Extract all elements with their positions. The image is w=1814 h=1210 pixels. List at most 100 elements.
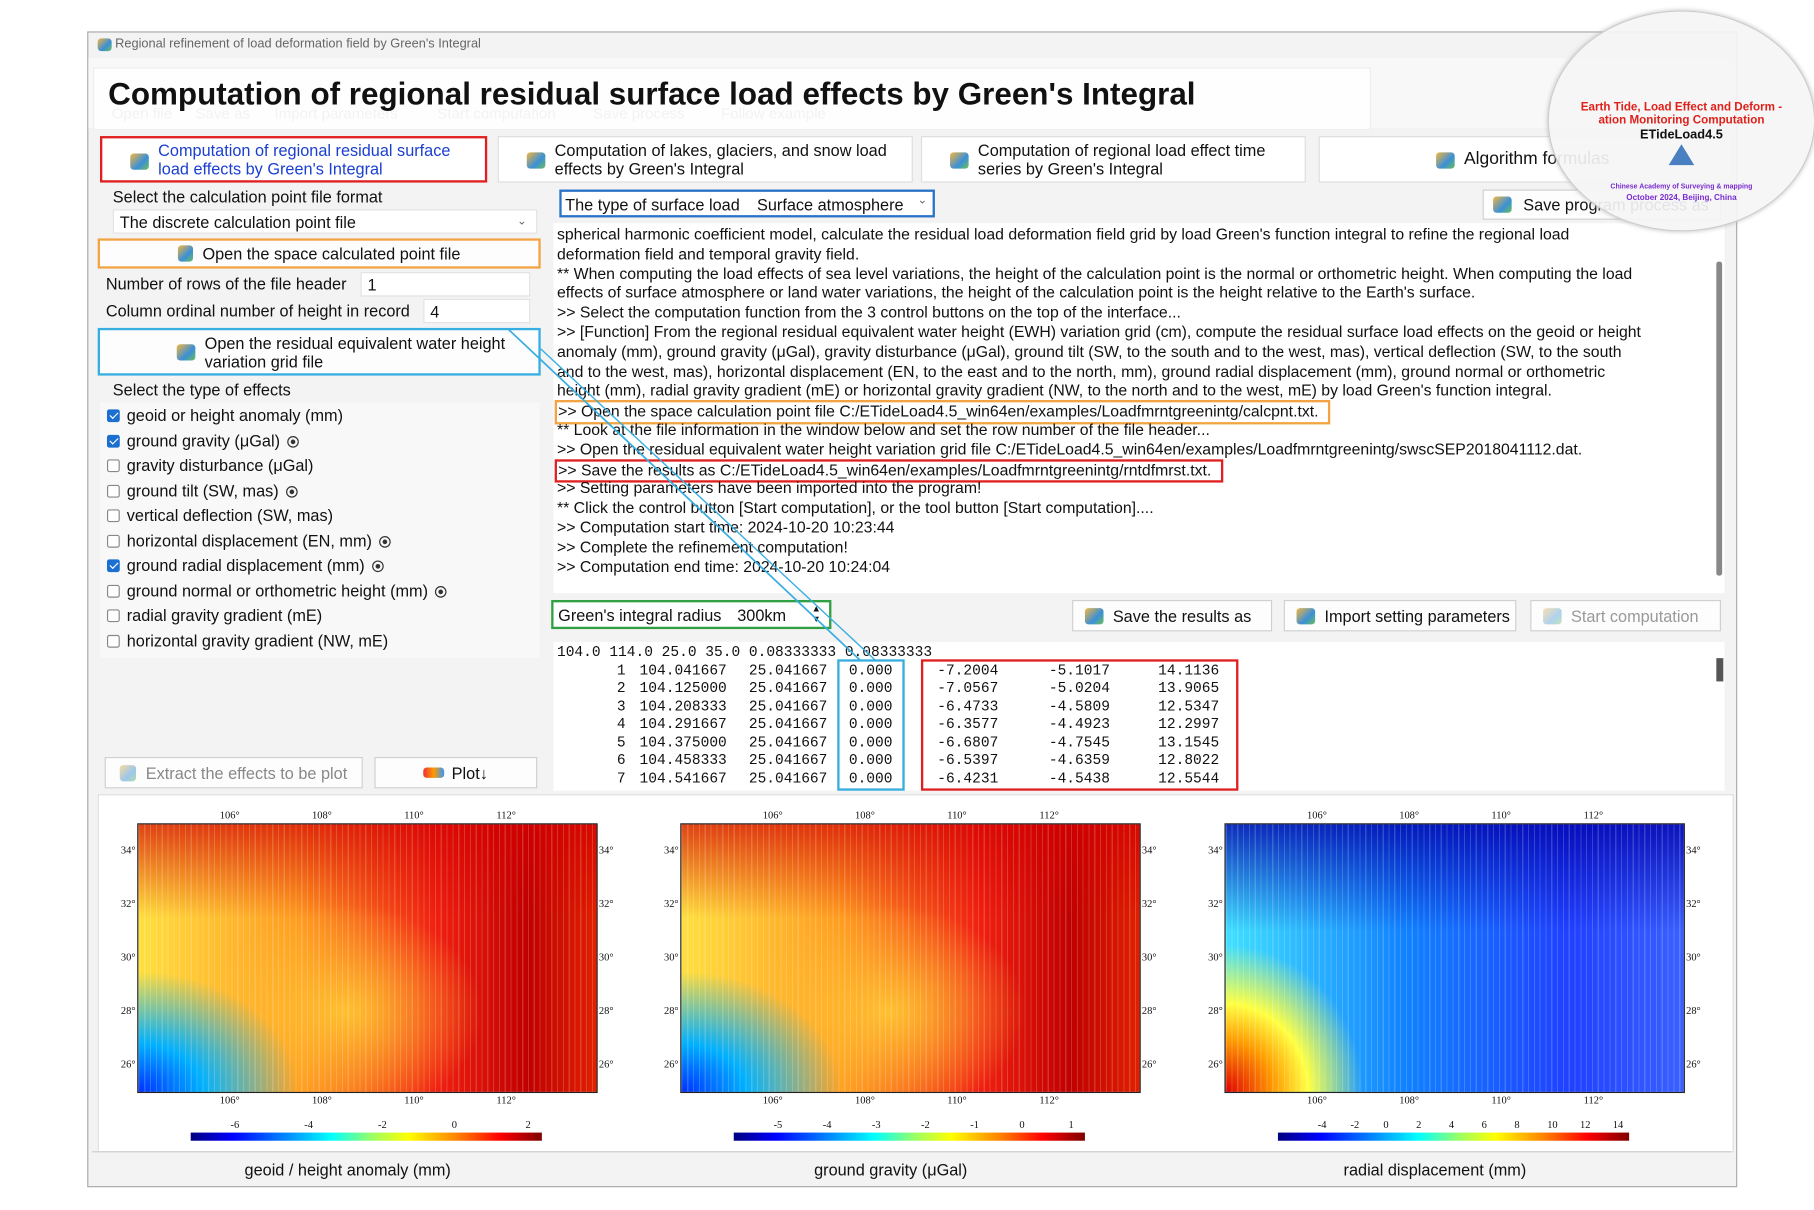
tab[interactable]: Computation of lakes, glaciers, and snow…	[497, 136, 913, 183]
radio-marker[interactable]	[286, 435, 299, 448]
lon-tick-label: 108°	[855, 809, 875, 821]
radio-marker[interactable]	[371, 560, 384, 573]
colorbar-label: 4	[1448, 1118, 1455, 1131]
button[interactable]: Open the space calculated point file	[97, 238, 541, 269]
tab[interactable]: Computation of regional load effect time…	[920, 136, 1306, 183]
table-cell: -6.4231	[937, 770, 999, 787]
label: Column ordinal number of height in recor…	[105, 301, 410, 320]
checkbox[interactable]	[106, 534, 120, 548]
colorbar-label: 10	[1547, 1118, 1558, 1131]
checkbox-label: geoid or height anomaly (mm)	[127, 406, 343, 425]
spinner: ▲ ▼	[811, 603, 821, 625]
colorbar-label: -3	[871, 1118, 881, 1131]
lat-tick-label: 34°	[1141, 844, 1157, 856]
checkbox[interactable]	[106, 584, 120, 598]
table-cell: -6.6807	[937, 734, 999, 751]
log-line: >> Computation start time: 2024-10-20 10…	[556, 518, 895, 537]
colorbar-label: 0	[1383, 1118, 1389, 1131]
checkbox[interactable]	[106, 559, 120, 573]
app-icon	[97, 38, 112, 52]
button[interactable]: Start computation	[1530, 600, 1721, 632]
lat-tick-label: 34°	[598, 844, 614, 856]
checkbox[interactable]	[106, 459, 120, 473]
radio-marker[interactable]	[285, 485, 298, 498]
lat-tick-label: 26°	[1686, 1058, 1701, 1070]
heading: Computation of regional residual surface…	[108, 76, 1196, 112]
log-line: ** Look at the file information in the w…	[556, 420, 1210, 439]
radio-marker[interactable]	[378, 535, 391, 548]
table-cell: 2	[616, 680, 626, 697]
table-cell: -7.2004	[937, 662, 999, 679]
button-label: Extract the effects to be plot	[145, 763, 348, 782]
input-value: 300km	[737, 605, 787, 625]
lat-tick-label: 32°	[598, 897, 614, 910]
checkbox[interactable]	[106, 509, 120, 523]
spin-input[interactable]: 1	[360, 272, 531, 297]
table-cell: 25.041667	[748, 734, 828, 751]
lon-tick-label: 112°	[1039, 809, 1059, 821]
radius-box[interactable]: Green's integral radius 300km ▲ ▼	[551, 600, 832, 630]
lon-tick-label: 106°	[219, 809, 240, 821]
table-cell: 104.041667	[639, 662, 727, 679]
label: The type of surface load	[565, 195, 740, 214]
table-cell: -4.7545	[1048, 734, 1110, 751]
checkbox-text: ground normal or orthometric height (mm)	[126, 580, 429, 600]
scrollbar[interactable]	[1716, 261, 1723, 576]
heatmap	[137, 823, 598, 1094]
colorbar-label: 12	[1579, 1118, 1591, 1131]
surface-load-box[interactable]: The type of surface load Surface atmosph…	[559, 189, 935, 218]
effects-box	[100, 402, 540, 659]
lon-tick-label: 112°	[1583, 1094, 1604, 1106]
checkbox[interactable]	[106, 409, 120, 423]
lon-tick-label: 108°	[1399, 1094, 1420, 1106]
checkbox-text: gravity disturbance (μGal)	[126, 455, 314, 475]
colorbar-label: -2	[378, 1118, 387, 1131]
colorbar-label: 14	[1612, 1118, 1624, 1131]
table-cell: -6.4733	[937, 698, 999, 715]
lon-tick-label: 108°	[855, 1094, 875, 1106]
spin-input[interactable]: 4	[423, 298, 531, 324]
radio-marker[interactable]	[435, 585, 447, 598]
table-cell: 104.541667	[639, 770, 727, 787]
colorbar	[190, 1132, 542, 1141]
lat-tick-label: 28°	[1686, 1004, 1701, 1017]
table-cell: 13.9065	[1158, 680, 1220, 697]
lat-tick-label: 30°	[663, 951, 679, 963]
lat-tick-label: 30°	[120, 951, 136, 963]
checkbox[interactable]	[106, 434, 120, 448]
lat-tick-label: 30°	[1141, 951, 1157, 963]
checkbox[interactable]	[106, 484, 120, 498]
log-line: >> Complete the refinement computation!	[556, 538, 848, 556]
colorbar-label: -4	[822, 1118, 832, 1131]
icon	[423, 767, 445, 778]
checkbox-label: ground radial displacement (mm)	[127, 556, 384, 574]
tab-icon	[1436, 152, 1455, 169]
scrollbar[interactable]	[1716, 658, 1724, 682]
checkbox-label: ground gravity (μGal)	[127, 431, 299, 449]
map-panel: 106° 106° 108° 108° 110° 110° 112° 112° 34° 34° 32…	[97, 794, 1734, 1153]
button[interactable]: Import setting parameters	[1283, 600, 1517, 632]
lon-tick-label: 112°	[496, 1094, 516, 1106]
table-cell: 25.041667	[748, 680, 828, 697]
tab[interactable]: Computation of regional residual surface…	[100, 136, 488, 183]
colorbar-label: -4	[1317, 1118, 1327, 1131]
table-cell: 14.1136	[1158, 662, 1220, 679]
button[interactable]: Plot↓	[374, 756, 538, 789]
lat-tick-label: 30°	[598, 951, 614, 963]
checkbox-label: vertical deflection (SW, mas)	[127, 506, 333, 525]
checkbox[interactable]	[106, 634, 120, 648]
button[interactable]: Save the results as	[1072, 600, 1273, 632]
button[interactable]: Open the residual equivalent water heigh…	[97, 327, 541, 376]
checkbox-text: geoid or height anomaly (mm)	[126, 405, 344, 425]
lat-tick-label: 26°	[120, 1058, 136, 1070]
button[interactable]: Extract the effects to be plot	[104, 756, 363, 789]
colorbar-label: -4	[304, 1118, 313, 1131]
lon-tick-label: 106°	[762, 809, 783, 821]
table-cell: 4	[616, 716, 626, 733]
colorbar-label: 8	[1514, 1118, 1520, 1131]
dropdown[interactable]: The discrete calculation point file ⌄	[112, 209, 538, 234]
lon-tick-label: 106°	[762, 1094, 783, 1106]
table-cell: -6.5397	[937, 752, 999, 769]
checkbox[interactable]	[106, 609, 120, 623]
table-cell: -6.3577	[937, 716, 999, 733]
